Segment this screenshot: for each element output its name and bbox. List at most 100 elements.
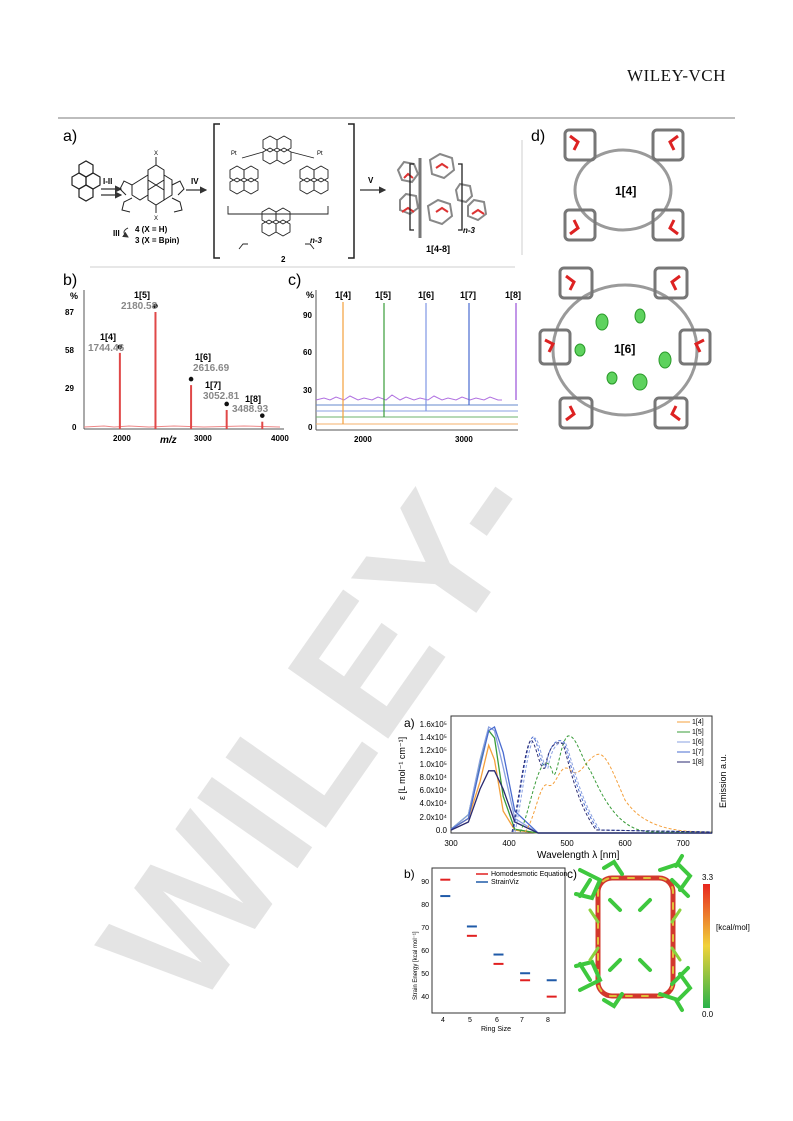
a-ytick-3: 1.0x10⁵ — [420, 760, 447, 769]
watermark-text: WILEY- — [62, 421, 577, 1037]
product-cage-structure — [396, 152, 488, 238]
fig2-a-label: a) — [404, 716, 415, 730]
n-3-label-1: n-3 — [310, 236, 323, 245]
a-ytick-2: 1.2x10⁵ — [420, 746, 447, 755]
c-ytick-90: 90 — [303, 311, 312, 320]
b-ytick-0: 0 — [72, 423, 77, 432]
b-peak-name-5: 1[5] — [134, 290, 150, 300]
ms-peak-marker — [188, 376, 194, 382]
absorption-line — [450, 729, 712, 834]
strain-map-structure — [574, 854, 693, 1012]
absorption-line — [450, 770, 712, 834]
strain-ylabel: Strain Energy [kcal mol⁻¹] — [413, 931, 419, 1000]
ms-peak-marker — [153, 303, 158, 309]
colorbar-min: 0.0 — [702, 1010, 714, 1019]
publisher-logo: WILEY-VCH — [627, 66, 726, 85]
b2-ytick-70: 70 — [421, 925, 429, 932]
product-bracket — [409, 163, 463, 231]
step-iv: IV — [191, 177, 199, 186]
strain-yticks: 90 80 70 60 50 40 — [421, 879, 429, 1001]
b-ytick-58: 58 — [65, 346, 74, 355]
b-peak-mz-5: 2180.58 — [121, 301, 158, 312]
product-label: 1[4-8] — [426, 244, 450, 254]
b-peak-mz-8: 3488.93 — [232, 404, 269, 415]
b-peak-name-7: 1[7] — [205, 380, 221, 390]
a-ytick-1: 1.4x10⁵ — [420, 733, 447, 742]
a-ytick-8: 0.0 — [436, 826, 448, 835]
absorption-series — [450, 725, 712, 834]
c-ytick-30: 30 — [303, 386, 312, 395]
absorption-plot-frame — [450, 715, 713, 834]
fig1-b-label: b) — [63, 272, 77, 289]
strain-marks — [440, 878, 557, 998]
compound-2-structure — [227, 135, 329, 250]
crystal-structure-1-4 — [563, 128, 685, 242]
a-xtick-300: 300 — [444, 839, 458, 848]
compound-4: 4 (X = H) — [135, 225, 168, 234]
a-ytick-5: 6.0x10⁴ — [420, 786, 448, 795]
fig1-d-label: d) — [531, 128, 545, 145]
fig2-c-label: c) — [567, 867, 577, 881]
strain-legend: Homodesmotic Equation StrainViz — [476, 871, 567, 886]
colorbar-unit: [kcal/mol] — [716, 923, 750, 932]
a-xtick-500: 500 — [560, 839, 574, 848]
b2-ytick-40: 40 — [421, 994, 429, 1001]
fig2-b-label: b) — [404, 867, 415, 881]
b-ytick-29: 29 — [65, 384, 74, 393]
c-peak-label-6: 1[6] — [418, 290, 434, 300]
b2-ytick-80: 80 — [421, 902, 429, 909]
compound-3: 3 (X = Bpin) — [135, 236, 180, 245]
b2-xtick-5: 5 — [468, 1017, 472, 1024]
pyrene-structure — [71, 160, 101, 202]
x-label-top: X — [154, 151, 158, 157]
a-ytick-6: 4.0x10⁴ — [420, 799, 448, 808]
absorption-line — [450, 743, 712, 834]
c-peak-label-5: 1[5] — [375, 290, 391, 300]
b2-xtick-8: 8 — [546, 1017, 550, 1024]
c-peak-label-4: 1[4] — [335, 290, 351, 300]
c-ytick-0: 0 — [308, 423, 313, 432]
b2-ytick-60: 60 — [421, 948, 429, 955]
c-xtick-3000: 3000 — [455, 435, 473, 444]
a-ytick-7: 2.0x10⁴ — [420, 813, 448, 822]
fig1-a-label: a) — [63, 128, 77, 145]
b2-xtick-4: 4 — [441, 1017, 445, 1024]
a-xtick-400: 400 — [502, 839, 516, 848]
b-xtick-2000: 2000 — [113, 434, 131, 443]
ms-spectrum-b: % 87 58 29 0 2000 3000 4000 m/z — [65, 290, 289, 446]
a-ytick-0: 1.6x10⁵ — [420, 720, 447, 729]
absorption-line — [450, 725, 712, 834]
legend-1-7: 1[7] — [692, 749, 704, 756]
c-y-unit: % — [306, 290, 314, 300]
b-ytick-87: 87 — [65, 308, 74, 317]
ms-spectrum-c: % 90 60 30 0 2000 3000 — [303, 290, 518, 444]
step-iii: III — [113, 229, 120, 238]
crystal-label-bottom: 1[6] — [614, 342, 635, 356]
strain-xticks: 4 5 6 7 8 — [441, 1017, 550, 1024]
absorption-ylabel: ε [L mol⁻¹ cm⁻¹] — [397, 737, 407, 800]
b-xlabel: m/z — [160, 435, 177, 446]
heat-colorbar — [703, 884, 710, 1008]
pt-label-left: Pt — [231, 151, 237, 157]
legend-1-4: 1[4] — [692, 719, 704, 726]
b2-ytick-50: 50 — [421, 971, 429, 978]
intermediate-structure — [119, 157, 185, 213]
b-xtick-4000: 4000 — [271, 434, 289, 443]
pt-label-right: Pt — [317, 151, 323, 157]
compound-2-label: 2 — [281, 255, 286, 264]
strain-legend-strainviz: StrainViz — [491, 879, 519, 886]
watermark: WILEY- — [62, 421, 577, 1037]
emission-ylabel: Emission a.u. — [718, 754, 728, 808]
ms-peak-marker — [259, 413, 265, 418]
step-v: V — [368, 176, 374, 185]
step-iii-arrow — [122, 227, 129, 238]
ms-peak-marker — [224, 401, 229, 407]
fig1-c-label: c) — [288, 272, 301, 289]
guest-molecules — [574, 308, 672, 391]
b-peak-name-8: 1[8] — [245, 394, 261, 404]
b-peak-mz-6: 2616.69 — [193, 363, 230, 374]
c-xtick-2000: 2000 — [354, 435, 372, 444]
strain-legend-homodesmotic: Homodesmotic Equation — [491, 871, 567, 878]
b2-xtick-6: 6 — [495, 1017, 499, 1024]
